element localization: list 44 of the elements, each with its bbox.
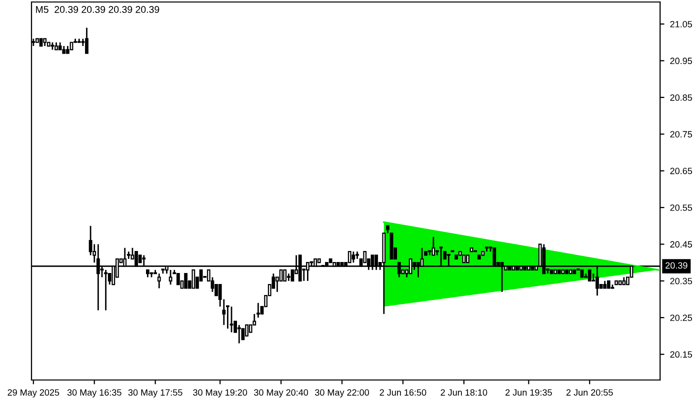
candlestick: [283, 269, 287, 282]
y-tick-label: 20.15: [670, 351, 692, 358]
x-tick-label: 30 May 19:20: [193, 389, 248, 398]
candlestick: [241, 328, 245, 340]
ref-line-label: 20.39: [666, 262, 688, 269]
x-tick-label: 2 Jun 18:10: [440, 389, 488, 396]
candlestick: [279, 269, 283, 282]
candlestick: [230, 306, 234, 333]
candlestick: [85, 26, 88, 54]
x-tick-label: 30 May 17:55: [128, 389, 182, 398]
x-tick-label: 2 Jun 20:55: [566, 389, 613, 396]
candlestick: [256, 302, 260, 318]
candlestick: [348, 251, 352, 264]
candlestick: [237, 324, 241, 344]
candlestick: [184, 273, 188, 289]
candlestick: [157, 272, 161, 289]
chart-title: M5 20.39 20.39 20.39 20.39: [36, 6, 160, 13]
y-tick-label: 21.05: [670, 20, 692, 28]
y-tick-label: 20.95: [670, 58, 692, 64]
y-tick-label: 20.75: [670, 131, 692, 138]
x-tick-label: 30 May 16:35: [67, 389, 122, 398]
candlestick: [290, 269, 294, 282]
x-tick-label: 29 May 2025: [8, 389, 60, 398]
y-tick-label: 20.85: [670, 94, 692, 101]
candlestick: [104, 269, 108, 311]
candlestick: [352, 250, 356, 264]
candlestick: [363, 251, 367, 264]
candlestick: [432, 236, 436, 256]
x-tick-label: 30 May 20:40: [254, 389, 308, 398]
y-tick-label: 20.25: [670, 314, 692, 321]
candlestick: [168, 269, 172, 286]
candlestick: [428, 250, 432, 256]
y-tick-label: 20.65: [670, 168, 692, 174]
candlestick: [176, 273, 180, 286]
x-tick-label: 2 Jun 16:50: [380, 389, 426, 396]
candlestick: [245, 324, 248, 337]
y-tick-label: 20.55: [670, 204, 692, 211]
candlestick: [192, 269, 196, 289]
candlestick: [485, 246, 488, 252]
x-tick-label: 30 May 22:00: [314, 389, 369, 398]
y-tick-label: 20.35: [670, 278, 692, 284]
candlestick: [588, 269, 592, 282]
x-tick-label: 2 Jun 19:35: [506, 389, 552, 396]
y-tick-label: 20.45: [670, 241, 692, 248]
